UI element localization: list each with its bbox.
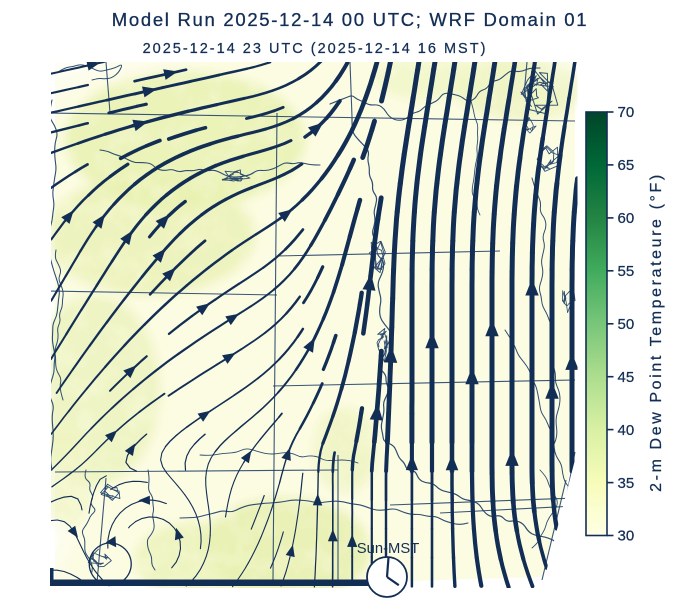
svg-text:40: 40 [618, 422, 635, 439]
svg-text:30: 30 [618, 528, 635, 545]
svg-text:70: 70 [618, 104, 635, 121]
svg-text:50: 50 [618, 316, 635, 333]
svg-text:Model Run 2025-12-14 00 UTC; W: Model Run 2025-12-14 00 UTC; WRF Domain … [112, 9, 589, 30]
svg-text:35: 35 [618, 475, 635, 492]
svg-text:2-m Dew Point Temperateure (°F: 2-m Dew Point Temperateure (°F) [648, 172, 665, 492]
svg-text:60: 60 [618, 210, 635, 227]
svg-text:55: 55 [618, 263, 635, 280]
svg-text:2025-12-14 23 UTC (2025-12-14: 2025-12-14 23 UTC (2025-12-14 16 MST) [143, 41, 488, 57]
svg-text:45: 45 [618, 369, 635, 386]
svg-text:Sun-MST: Sun-MST [357, 541, 420, 557]
svg-text:65: 65 [618, 157, 635, 174]
